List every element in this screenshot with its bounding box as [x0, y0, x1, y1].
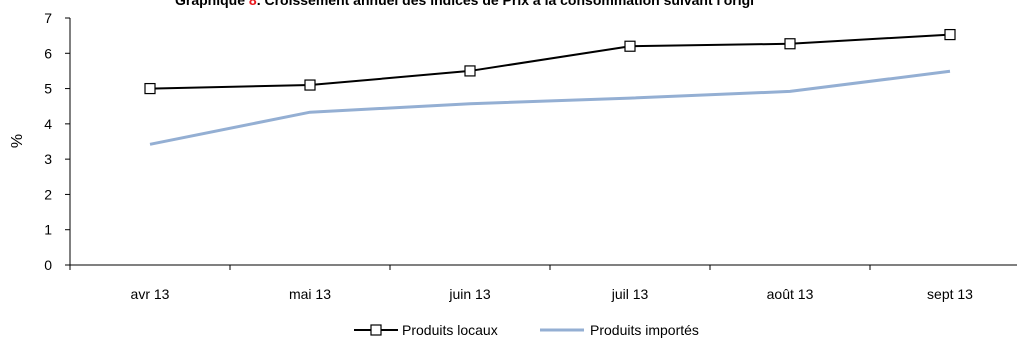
legend-item-produits-importes: Produits importés	[540, 322, 699, 338]
legend-label-produits-importes: Produits importés	[590, 322, 699, 338]
data-point-produits-locaux	[624, 40, 636, 52]
data-point-produits-locaux	[944, 28, 956, 41]
x-tick-label: mai 13	[289, 286, 331, 302]
x-tick-label: sept 13	[927, 286, 973, 302]
chart-title: Graphique 8. Croissement annuel des indi…	[175, 0, 754, 8]
x-tick-label: avr 13	[131, 286, 170, 302]
y-tick-label: 0	[44, 257, 52, 273]
y-tick-label: 1	[44, 222, 52, 238]
data-point-produits-locaux	[784, 38, 796, 50]
legend: Produits locaux Produits importés	[354, 322, 699, 338]
series-line-produits-locaux	[149, 33, 951, 90]
y-tick-label: 4	[44, 116, 52, 132]
legend-marker-produits-locaux	[370, 324, 382, 336]
data-point-produits-locaux	[304, 79, 316, 91]
legend-item-produits-locaux: Produits locaux	[354, 322, 498, 338]
x-tick-label: août 13	[767, 286, 814, 302]
series-line-produits-importes	[149, 69, 951, 146]
x-ticks: avr 13 mai 13 juin 13 juil 13 août 13 sept 13	[69, 265, 973, 302]
x-tick-label: juil 13	[611, 286, 649, 302]
y-tick-label: 6	[44, 45, 52, 61]
data-point-produits-locaux	[144, 82, 156, 95]
y-tick-label: 3	[44, 151, 52, 167]
y-ticks: 0 1 2 3 4 5 6 7	[44, 10, 70, 273]
chart-title-prefix: Graphique	[175, 0, 249, 8]
y-tick-label: 5	[44, 81, 52, 97]
chart-title-number: 8	[249, 0, 257, 8]
y-axis-label: %	[9, 134, 26, 148]
y-tick-label: 7	[44, 10, 52, 26]
series-layer	[144, 28, 956, 146]
chart-title-rest: . Croissement annuel des indices de Prix…	[257, 0, 754, 8]
axes	[69, 18, 1017, 266]
legend-label-produits-locaux: Produits locaux	[402, 322, 498, 338]
y-tick-label: 2	[44, 186, 52, 202]
x-tick-label: juin 13	[448, 286, 490, 302]
data-point-produits-locaux	[464, 65, 476, 77]
